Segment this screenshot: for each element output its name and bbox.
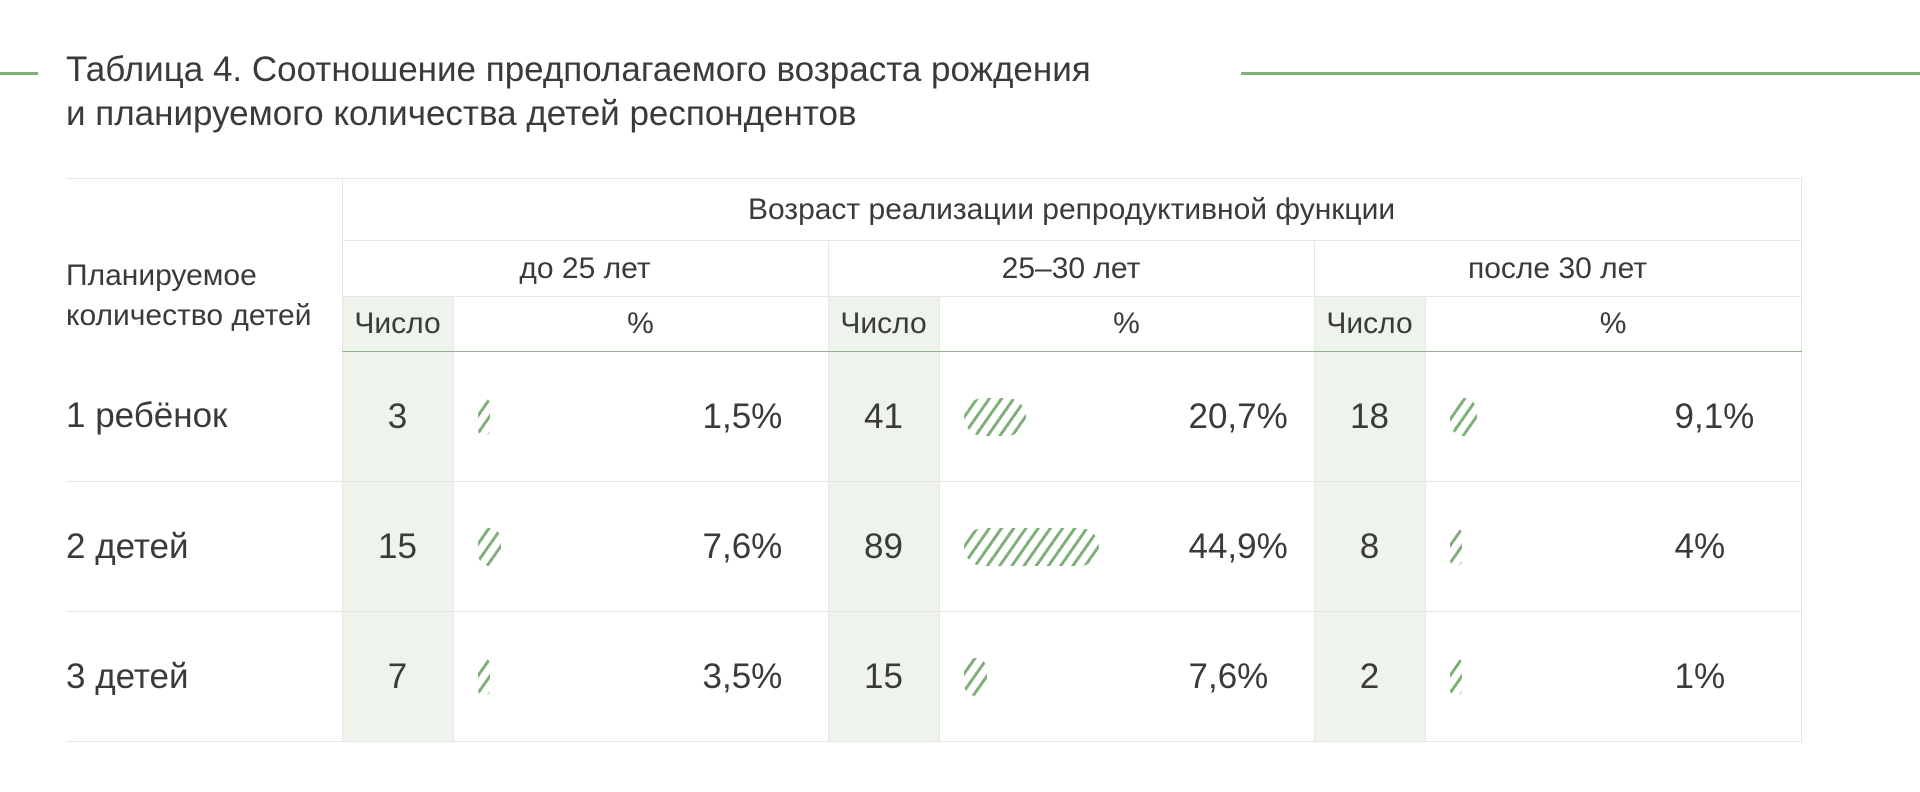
percent-cell: 1,5%: [453, 351, 829, 482]
percent-value: 3,5%: [702, 657, 783, 696]
percent-value: 9,1%: [1674, 397, 1755, 436]
table-row: 1 ребёнок 3 1,5% 41 20,7% 18 9,1%: [66, 351, 1802, 482]
table-row: 2 детей 15 7,6% 89 44,9% 8 4%: [66, 481, 1802, 612]
percent-value: 20,7%: [1188, 397, 1288, 436]
title-rule-left: [0, 72, 38, 75]
table-row: 3 детей 7 3,5% 15 7,6% 2 1%: [66, 611, 1802, 742]
row-label: 1 ребёнок: [66, 351, 342, 482]
percent-bar: [963, 658, 987, 696]
age-vs-children-table: Планируемое количество детей Возраст реа…: [66, 178, 1802, 742]
percent-cell: 3,5%: [453, 611, 829, 742]
age-group-header: 25–30 лет: [827, 240, 1315, 297]
percent-column-header: %: [452, 296, 829, 352]
count-column-header: Число: [827, 296, 940, 352]
percent-cell: 7,6%: [453, 481, 829, 612]
count-cell: 89: [827, 481, 940, 612]
percent-column-header: %: [1424, 296, 1802, 352]
percent-column-header: %: [938, 296, 1315, 352]
percent-value: 1%: [1674, 657, 1726, 696]
row-label: 2 детей: [66, 481, 342, 612]
percent-value: 7,6%: [1188, 657, 1269, 696]
count-column-header: Число: [1313, 296, 1426, 352]
count-cell: 15: [341, 481, 454, 612]
group-header: Возраст реализации репродуктивной функци…: [341, 178, 1802, 241]
percent-value: 44,9%: [1188, 527, 1288, 566]
row-label: 3 детей: [66, 611, 342, 742]
percent-cell: 44,9%: [939, 481, 1315, 612]
count-cell: 8: [1313, 481, 1426, 612]
count-cell: 41: [827, 351, 940, 482]
percent-bar: [1449, 658, 1462, 696]
percent-value: 1,5%: [702, 397, 783, 436]
percent-bar: [1449, 528, 1462, 566]
age-group-header: до 25 лет: [341, 240, 829, 297]
count-column-header: Число: [341, 296, 454, 352]
table-title-line-2: и планируемого количества детей респонде…: [66, 94, 857, 133]
age-group-header: после 30 лет: [1313, 240, 1802, 297]
count-cell: 2: [1313, 611, 1426, 742]
percent-cell: 1%: [1425, 611, 1802, 742]
table-title: Таблица 4. Соотношение предполагаемого в…: [66, 48, 1236, 136]
percent-bar: [963, 528, 1099, 566]
count-cell: 7: [341, 611, 454, 742]
percent-bar: [963, 398, 1026, 436]
percent-bar: [477, 528, 501, 566]
percent-value: 7,6%: [702, 527, 783, 566]
percent-value: 4%: [1674, 527, 1726, 566]
count-cell: 15: [827, 611, 940, 742]
percent-bar: [1449, 398, 1477, 436]
count-cell: 3: [341, 351, 454, 482]
percent-cell: 4%: [1425, 481, 1802, 612]
count-cell: 18: [1313, 351, 1426, 482]
percent-bar: [477, 398, 490, 436]
percent-cell: 20,7%: [939, 351, 1315, 482]
percent-cell: 7,6%: [939, 611, 1315, 742]
table-title-line-1: Таблица 4. Соотношение предполагаемого в…: [66, 50, 1091, 89]
percent-cell: 9,1%: [1425, 351, 1802, 482]
row-header: Планируемое количество детей: [66, 178, 342, 352]
percent-bar: [477, 658, 490, 696]
title-rule-right: [1241, 72, 1920, 75]
